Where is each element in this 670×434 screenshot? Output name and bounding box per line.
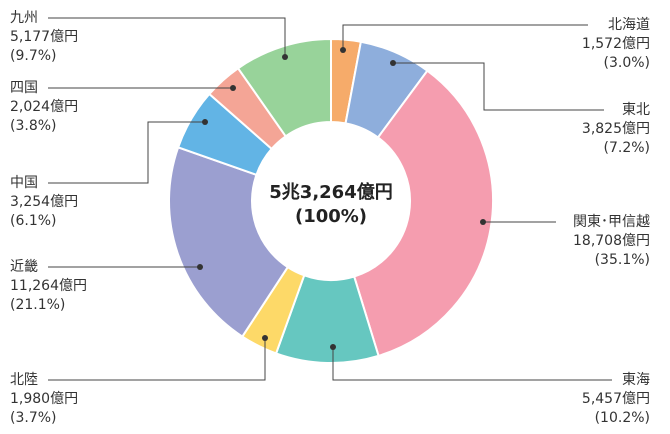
region-label: 北海道 bbox=[608, 17, 650, 33]
leader-dot bbox=[262, 335, 268, 341]
leader-line bbox=[393, 62, 604, 111]
center-total: 5兆3,264億円 bbox=[269, 181, 392, 203]
leader-dot bbox=[390, 60, 396, 66]
share-label: (21.1%) bbox=[10, 297, 65, 313]
region-label: 四国 bbox=[10, 80, 38, 96]
leader-dot bbox=[202, 119, 208, 125]
share-label: (9.7%) bbox=[10, 48, 57, 64]
amount-label: 3,254億円 bbox=[10, 194, 78, 210]
region-label: 近畿 bbox=[10, 259, 38, 275]
share-label: (10.2%) bbox=[595, 410, 650, 426]
leader-line bbox=[48, 338, 266, 381]
region-label: 関東･甲信越 bbox=[573, 214, 650, 230]
share-label: (35.1%) bbox=[595, 252, 650, 268]
amount-label: 5,177億円 bbox=[10, 29, 78, 45]
leader-dot bbox=[282, 54, 288, 60]
center-share: (100%) bbox=[295, 206, 367, 227]
region-label: 北陸 bbox=[10, 372, 38, 388]
amount-label: 1,980億円 bbox=[10, 391, 78, 407]
leader-line bbox=[332, 347, 612, 381]
leader-dot bbox=[197, 264, 203, 270]
share-label: (6.1%) bbox=[10, 213, 57, 229]
donut-slice bbox=[168, 146, 290, 338]
share-label: (3.8%) bbox=[10, 118, 57, 134]
amount-label: 2,024億円 bbox=[10, 99, 78, 115]
leader-dot bbox=[340, 47, 346, 53]
region-label: 九州 bbox=[10, 10, 38, 26]
leader-dot bbox=[230, 85, 236, 91]
amount-label: 18,708億円 bbox=[573, 233, 650, 249]
region-label: 東北 bbox=[622, 102, 650, 118]
amount-label: 5,457億円 bbox=[582, 391, 650, 407]
amount-label: 3,825億円 bbox=[582, 121, 650, 137]
leader-dot bbox=[330, 344, 336, 350]
region-label: 中国 bbox=[10, 175, 38, 191]
share-label: (3.7%) bbox=[10, 410, 57, 426]
share-label: (7.2%) bbox=[604, 140, 651, 156]
amount-label: 1,572億円 bbox=[582, 36, 650, 52]
leader-dot bbox=[480, 219, 486, 225]
share-label: (3.0%) bbox=[604, 55, 651, 71]
donut-slice bbox=[352, 69, 494, 358]
donut-slice bbox=[236, 37, 332, 138]
region-label: 東海 bbox=[622, 372, 650, 388]
leader-line bbox=[48, 17, 286, 57]
amount-label: 11,264億円 bbox=[10, 278, 87, 294]
leader-line bbox=[48, 121, 205, 184]
leader-line bbox=[342, 24, 588, 50]
